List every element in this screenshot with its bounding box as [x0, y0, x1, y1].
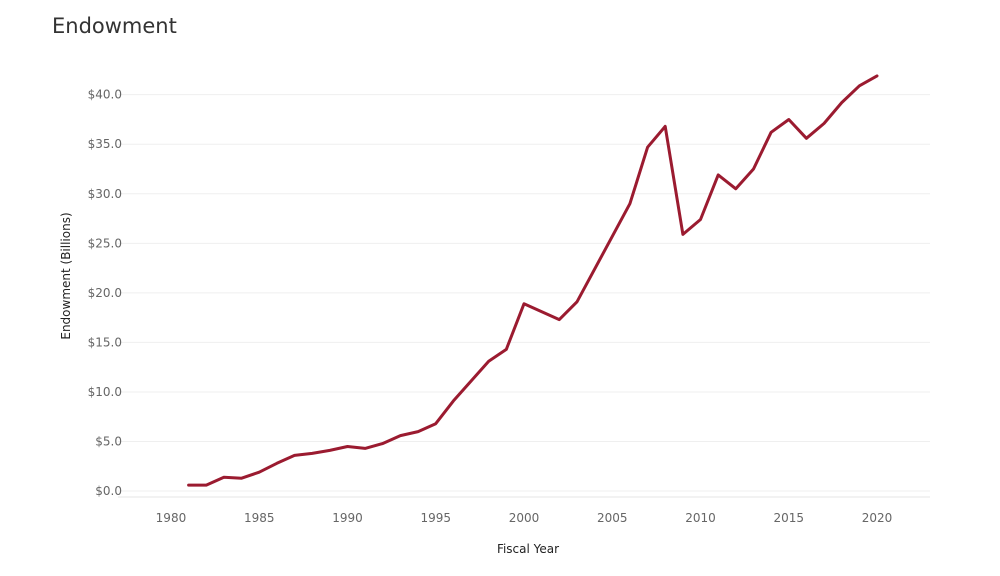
y-tick-label: $15.0 [88, 335, 122, 349]
x-axis-label: Fiscal Year [497, 542, 559, 556]
y-tick-label: $35.0 [88, 137, 122, 151]
x-axis-ticks: 1980 1985 1990 1995 2000 2005 2010 2015 2020 [156, 511, 893, 525]
x-tick-label: 1990 [332, 511, 363, 525]
y-axis-label: Endowment (Billions) [59, 212, 73, 339]
y-tick-label: $30.0 [88, 187, 122, 201]
x-tick-label: 2010 [685, 511, 716, 525]
gridlines [118, 94, 930, 492]
x-tick-label: 1995 [420, 511, 451, 525]
x-tick-label: 1980 [156, 511, 187, 525]
x-tick-label: 1985 [244, 511, 275, 525]
series-layer [187, 74, 879, 487]
chart-title: Endowment [52, 14, 177, 38]
y-tick-label: $0.0 [95, 484, 122, 498]
x-tick-label: 2005 [597, 511, 628, 525]
y-tick-label: $25.0 [88, 236, 122, 250]
x-tick-label: 2020 [862, 511, 893, 525]
y-tick-label: $5.0 [95, 435, 122, 449]
x-tick-label: 2015 [774, 511, 805, 525]
y-tick-label: $20.0 [88, 286, 122, 300]
y-tick-label: $10.0 [88, 385, 122, 399]
y-axis-ticks: $0.0 $5.0 $10.0 $15.0 $20.0 $25.0 $30.0 $35.0 $4… [88, 88, 122, 498]
x-tick-label: 2000 [509, 511, 540, 525]
series-line [187, 74, 879, 487]
y-tick-label: $40.0 [88, 88, 122, 102]
